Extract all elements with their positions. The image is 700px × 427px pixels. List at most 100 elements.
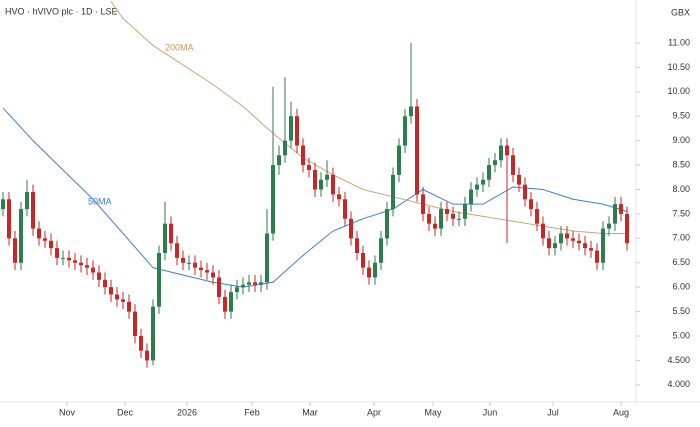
- candle-body: [175, 243, 179, 258]
- candle-body: [577, 240, 581, 244]
- x-tick-label: 2026: [177, 407, 197, 417]
- candle-body: [43, 238, 47, 241]
- candle-body: [19, 209, 23, 263]
- candle-body: [25, 191, 29, 210]
- candle-body: [265, 233, 269, 283]
- y-tick-label: 8.00: [672, 184, 690, 194]
- candle-body: [223, 296, 227, 312]
- candle-body: [595, 250, 599, 263]
- candle-body: [241, 284, 245, 288]
- candle-body: [49, 240, 53, 249]
- y-tick-label: 4.000: [667, 379, 690, 389]
- candle-body: [367, 267, 371, 278]
- candle-body: [133, 311, 137, 337]
- candle-body: [181, 257, 185, 263]
- candle-body: [529, 199, 533, 210]
- candle-body: [523, 184, 527, 200]
- candle-body: [295, 116, 299, 146]
- chart-title: HVO · hVIVO plc · 1D · LSE: [5, 6, 118, 16]
- candle-body: [409, 106, 413, 117]
- candle-body: [127, 301, 131, 312]
- candle-body: [271, 165, 275, 234]
- candle-body: [439, 209, 443, 229]
- y-tick-label: 10.50: [667, 62, 690, 72]
- candle-body: [553, 243, 557, 249]
- candle-body: [301, 145, 305, 166]
- candle-body: [193, 262, 197, 268]
- x-tick-label: Nov: [59, 407, 76, 417]
- candle-body: [583, 243, 587, 249]
- x-tick-label: May: [425, 407, 443, 417]
- candle-body: [391, 174, 395, 210]
- ma-label: 50MA: [88, 196, 112, 206]
- y-tick-label: 10.00: [667, 86, 690, 96]
- candle-body: [289, 116, 293, 141]
- candle-body: [445, 209, 449, 214]
- candle-body: [1, 199, 5, 210]
- candle-body: [91, 267, 95, 273]
- candle-body: [517, 174, 521, 185]
- ma-label: 200MA: [165, 42, 194, 52]
- candle-body: [115, 294, 119, 300]
- y-tick-label: 6.50: [672, 257, 690, 267]
- y-tick-label: 6.00: [672, 282, 690, 292]
- x-tick-label: Jun: [483, 407, 498, 417]
- candle-body: [85, 265, 89, 268]
- y-tick-label: 7.50: [672, 208, 690, 218]
- candle-body: [187, 262, 191, 264]
- candle-body: [433, 223, 437, 229]
- candle-body: [349, 218, 353, 239]
- candle-body: [337, 194, 341, 200]
- candle-body: [427, 213, 431, 224]
- candle-body: [259, 282, 263, 285]
- candle-body: [535, 209, 539, 224]
- candle-body: [217, 277, 221, 297]
- candle-body: [613, 204, 617, 224]
- y-tick-label: 7.00: [672, 233, 690, 243]
- candle-body: [415, 106, 419, 195]
- candle-body: [199, 267, 203, 271]
- moving-average: [2, 107, 628, 288]
- candle-body: [565, 233, 569, 239]
- candle-body: [79, 262, 83, 266]
- y-tick-label: 8.50: [672, 159, 690, 169]
- x-tick-label: Feb: [244, 407, 260, 417]
- candle-body: [421, 194, 425, 214]
- y-tick-label: 9.00: [672, 135, 690, 145]
- y-tick-label: 4.500: [667, 355, 690, 365]
- x-tick-label: Mar: [302, 407, 318, 417]
- candle-body: [385, 209, 389, 239]
- x-tick-label: Dec: [117, 407, 134, 417]
- candle-body: [319, 179, 323, 190]
- candle-body: [511, 155, 515, 175]
- candle-body: [97, 272, 101, 280]
- candle-body: [313, 169, 317, 190]
- candle-body: [499, 145, 503, 161]
- candle-body: [277, 155, 281, 166]
- candle-body: [169, 223, 173, 244]
- candle-body: [463, 204, 467, 219]
- candle-body: [229, 292, 233, 312]
- candle-body: [619, 204, 623, 214]
- candle-body: [145, 350, 149, 361]
- candle-body: [343, 199, 347, 219]
- candle-body: [331, 174, 335, 195]
- candle-body: [163, 223, 167, 253]
- candle-body: [205, 270, 209, 273]
- candle-body: [247, 282, 251, 285]
- candle-body: [103, 279, 107, 288]
- moving-average: [110, 1, 627, 234]
- x-tick-label: Jul: [547, 407, 559, 417]
- candle-body: [55, 248, 59, 258]
- candle-body: [7, 199, 11, 239]
- candle-body: [559, 233, 563, 244]
- candle-body: [493, 160, 497, 166]
- candle-body: [307, 165, 311, 170]
- candle-body: [61, 257, 65, 259]
- candle-body: [157, 252, 161, 307]
- candle-body: [541, 223, 545, 239]
- candle-body: [151, 306, 155, 361]
- candle-body: [253, 282, 257, 285]
- candle-body: [601, 228, 605, 263]
- candle-body: [211, 272, 215, 278]
